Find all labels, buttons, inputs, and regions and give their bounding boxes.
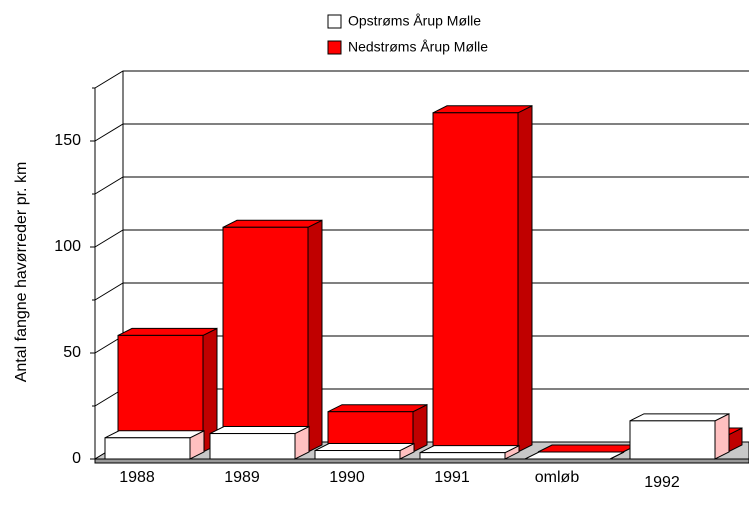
bar — [104, 429, 205, 460]
floor-edge — [94, 458, 749, 464]
bar-top — [104, 430, 205, 439]
bar — [419, 444, 520, 460]
bar-top — [314, 443, 415, 452]
grid-line — [94, 123, 749, 142]
bar — [314, 442, 415, 460]
x-tick-label: 1989 — [224, 469, 260, 486]
x-tick-label: 1991 — [434, 469, 470, 486]
y-tick-label: 150 — [54, 132, 81, 149]
x-tick-label: omløb — [535, 469, 580, 486]
bar — [432, 104, 533, 453]
y-tick-label: 0 — [72, 450, 81, 467]
y-axis-label: Antal fangne havørreder pr. km — [13, 162, 30, 383]
bar-side — [412, 403, 428, 453]
grid-line — [94, 229, 749, 248]
bar-top — [537, 444, 638, 453]
legend-swatch — [327, 14, 342, 29]
bar-front — [432, 112, 519, 453]
bar-top — [209, 426, 310, 435]
legend-swatch — [327, 40, 342, 55]
grid-line — [94, 282, 749, 301]
bar-side — [714, 413, 730, 460]
bar-top — [327, 404, 428, 413]
x-tick-label: 1990 — [329, 469, 365, 486]
x-tick-label: 1992 — [644, 474, 680, 491]
x-tick-label: 1988 — [119, 469, 155, 486]
bar — [629, 413, 730, 460]
bar — [524, 451, 625, 460]
bar — [222, 219, 323, 453]
bar — [209, 425, 310, 460]
bar-side — [517, 104, 533, 453]
bar-front — [419, 452, 506, 460]
grid-line — [94, 70, 749, 89]
y-tick-label: 50 — [63, 344, 81, 361]
legend-label: Nedstrøms Årup Mølle — [348, 39, 488, 55]
grid-line — [94, 176, 749, 195]
bar-top — [419, 445, 520, 454]
bar-front — [629, 420, 716, 460]
bar — [537, 444, 638, 453]
bar-top — [117, 327, 218, 336]
bar-front — [314, 450, 401, 460]
bar-top — [629, 413, 730, 422]
bar-top — [432, 105, 533, 114]
y-tick-label: 100 — [54, 238, 81, 255]
bar-side — [307, 219, 323, 453]
bar-top — [524, 451, 625, 460]
bar-front — [104, 437, 191, 460]
bar-top — [222, 219, 323, 228]
bar-front — [222, 226, 309, 453]
legend-label: Opstrøms Årup Mølle — [348, 13, 481, 29]
bar-front — [209, 433, 296, 460]
